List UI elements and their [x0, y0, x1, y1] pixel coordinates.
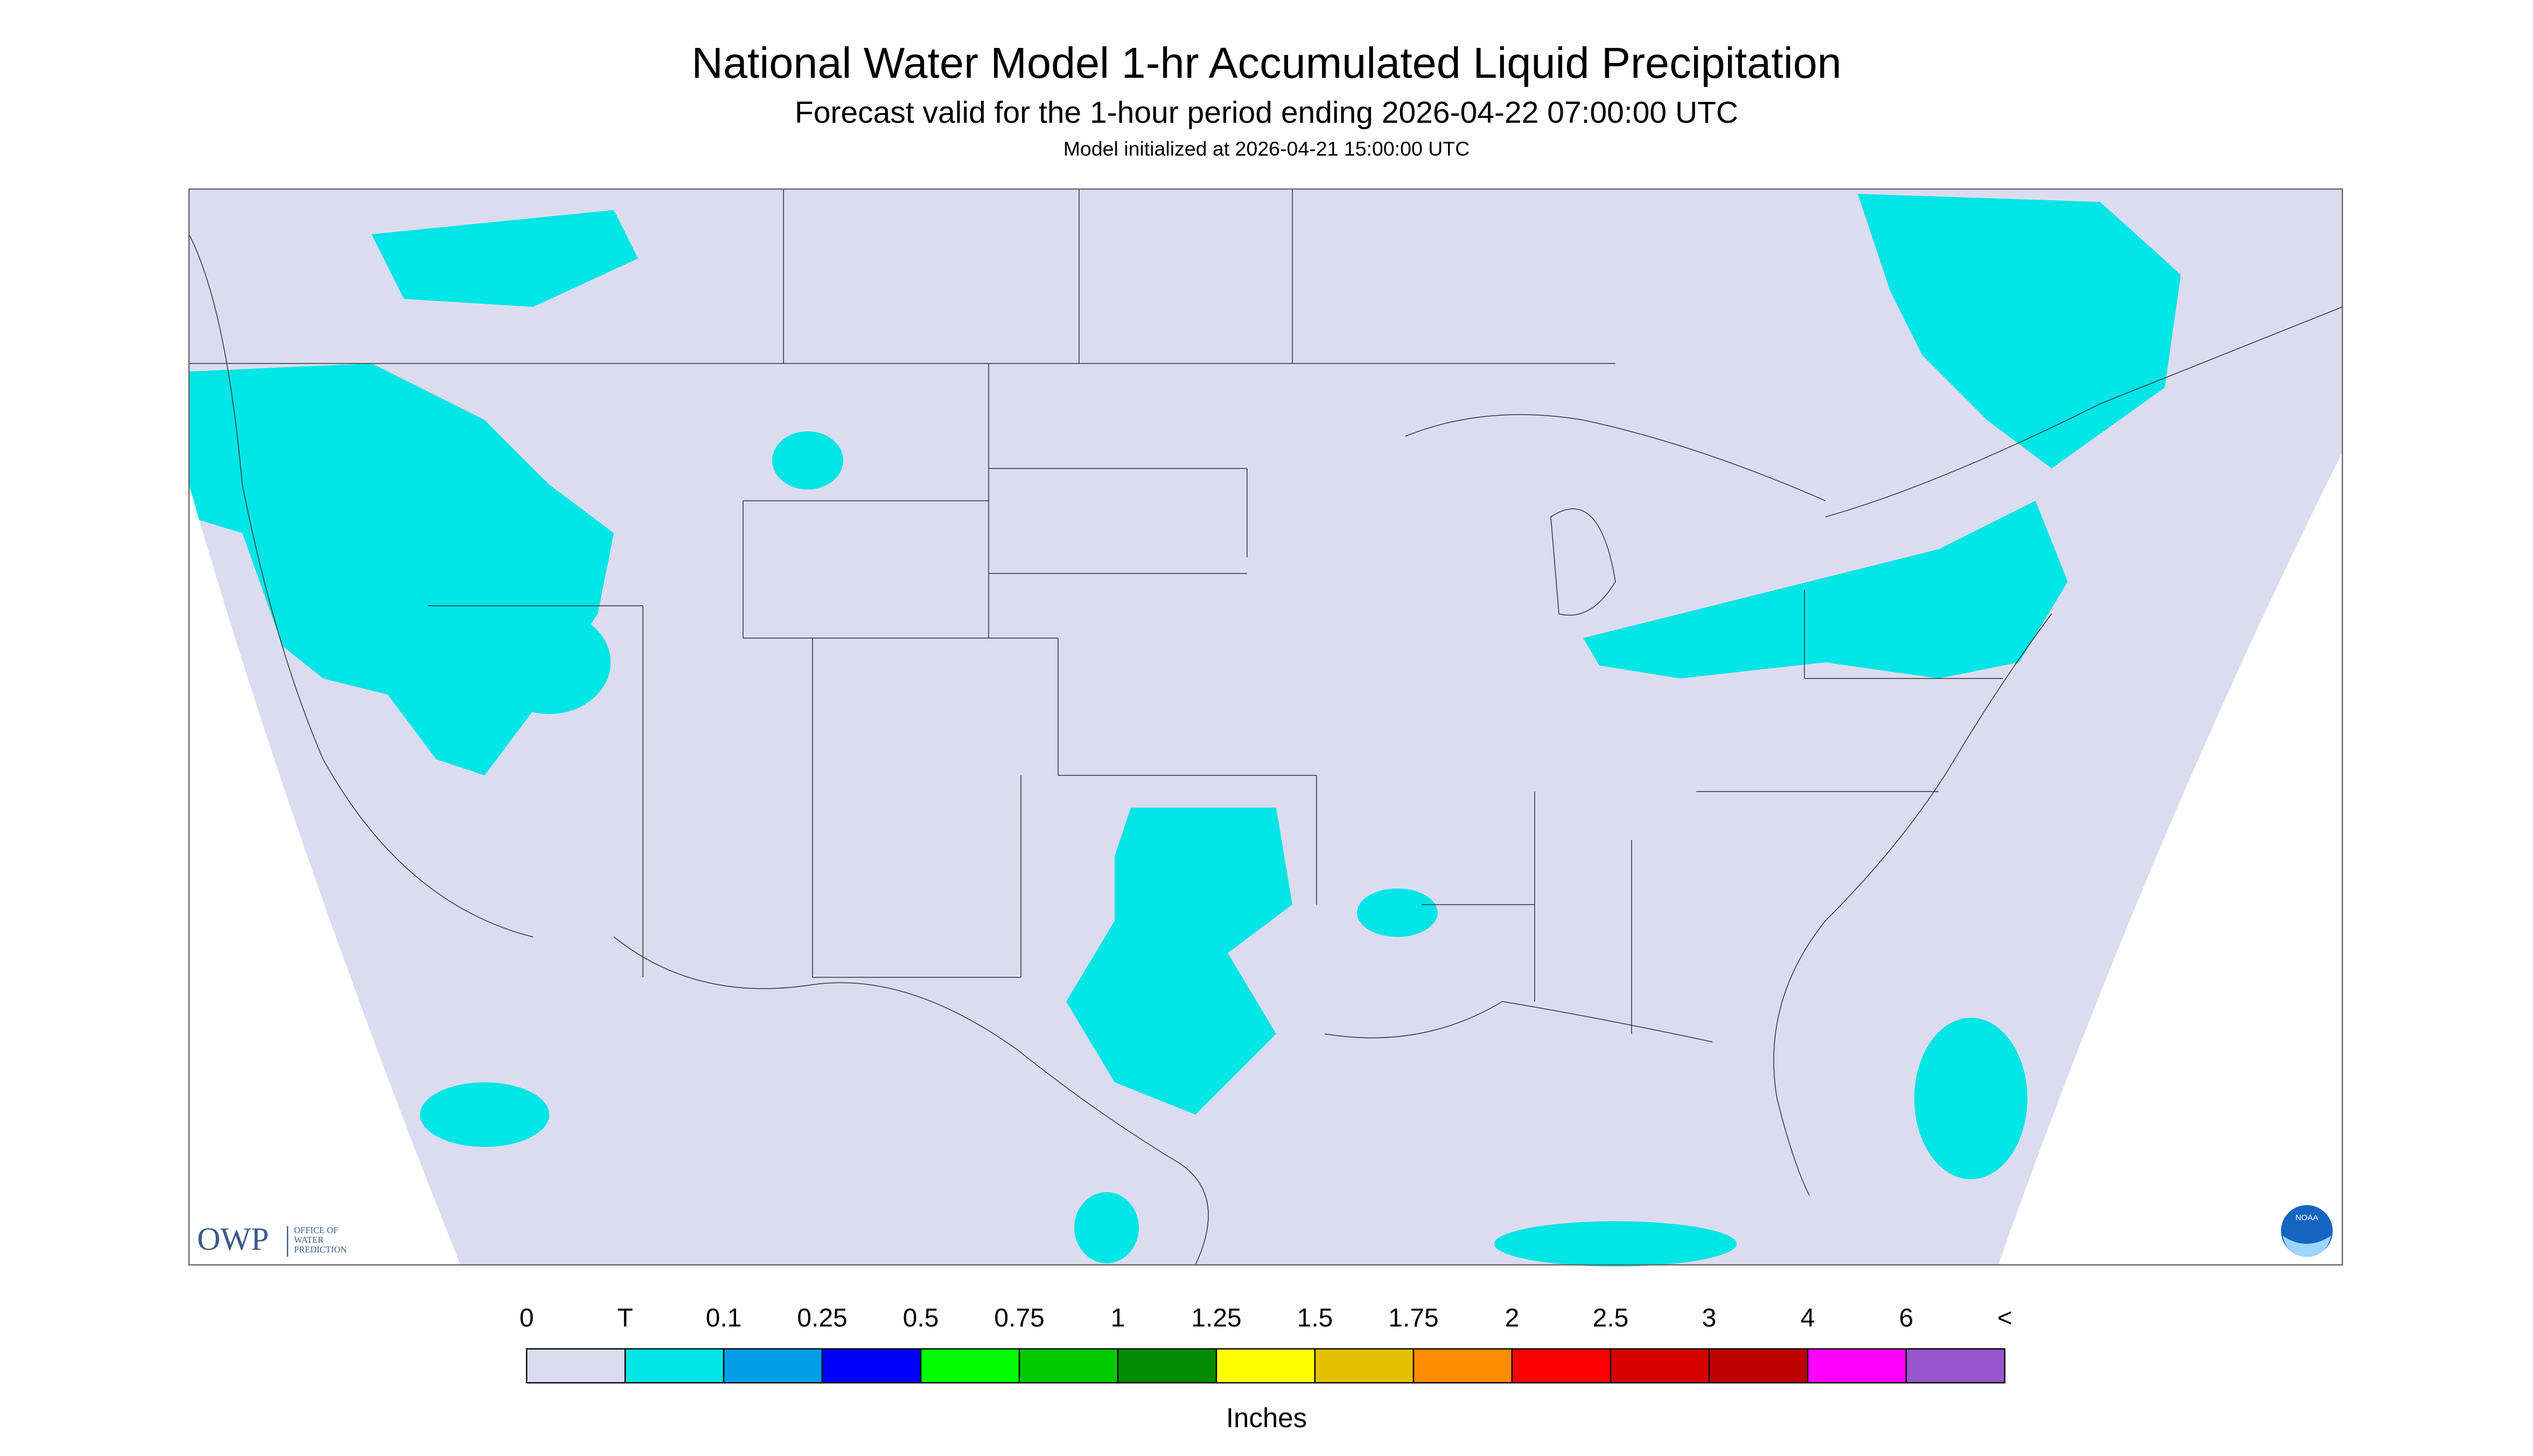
colorbar-swatch: [821, 1348, 922, 1384]
colorbar-label: 6: [1899, 1304, 1914, 1333]
colorbar-label: 1: [1111, 1304, 1125, 1333]
colorbar-label: 2.5: [1593, 1304, 1629, 1333]
colorbar-swatch: [526, 1348, 626, 1384]
precip-area: [1914, 1018, 2027, 1180]
colorbar-label: T: [617, 1304, 633, 1333]
owp-logo: OWP: [197, 1221, 269, 1257]
colorbar-label: 2: [1505, 1304, 1520, 1333]
colorbar-swatch: [920, 1348, 1020, 1384]
colorbar-label: 0: [520, 1304, 534, 1333]
colorbar-swatch: [1215, 1348, 1316, 1384]
owp-logo-line: PREDICTION: [294, 1244, 347, 1255]
precip-area: [1357, 888, 1438, 937]
colorbar-swatch: [1018, 1348, 1119, 1384]
subtitle: Forecast valid for the 1-hour period end…: [795, 95, 1738, 130]
init-note: Model initialized at 2026-04-21 15:00:00…: [1063, 137, 1470, 160]
colorbar-label: 3: [1702, 1304, 1717, 1333]
precip-area: [772, 431, 843, 490]
precip-area: [1066, 808, 1292, 1115]
colorbar: 0 T 0.1 0.25 0.5 0.75 1 1.25 1.5 1.75 2 2.5 3 4 6 <: [520, 1304, 2012, 1384]
outside-domain: [189, 485, 460, 1265]
colorbar-swatch: [1610, 1348, 1710, 1384]
colorbar-swatch: [723, 1348, 823, 1384]
colorbar-swatch: [1905, 1348, 2006, 1384]
precip-area: [372, 210, 638, 307]
precip-area: [1494, 1221, 1737, 1267]
colorbar-label: 1.75: [1388, 1304, 1438, 1333]
precip-area: [1074, 1192, 1139, 1264]
map-frame: [188, 188, 2343, 1266]
precip-area: [488, 611, 611, 715]
precip-area: [420, 1082, 549, 1147]
colorbar-label: <: [1997, 1304, 2012, 1333]
colorbar-swatch: [1117, 1348, 1217, 1384]
noaa-text: NOAA: [2296, 1213, 2319, 1222]
colorbar-swatch: [1708, 1348, 1809, 1384]
colorbar-label: 0.75: [994, 1304, 1044, 1333]
noaa-wave: [2283, 1236, 2331, 1257]
colorbar-swatch: [1412, 1348, 1513, 1384]
colorbar-swatch: [1511, 1348, 1612, 1384]
owp-logo-line: OFFICE OF: [294, 1225, 338, 1235]
colorbar-unit: Inches: [1226, 1402, 1307, 1433]
colorbar-swatch: [624, 1348, 725, 1384]
colorbar-label: 0.1: [706, 1304, 742, 1333]
colorbar-swatch: [1807, 1348, 1907, 1384]
precip-area: [1858, 194, 2181, 469]
colorbar-label: 0.25: [797, 1304, 847, 1333]
colorbar-label: 4: [1801, 1304, 1815, 1333]
colorbar-label: 0.5: [903, 1304, 939, 1333]
owp-logo-line: WATER: [294, 1235, 324, 1245]
map: OWP OFFICE OF WATER PREDICTION NOAA: [188, 188, 2343, 1267]
precipitation: [189, 194, 2181, 1267]
colorbar-label: 1.25: [1191, 1304, 1241, 1333]
title: National Water Model 1-hr Accumulated Li…: [691, 39, 1842, 87]
outside-domain: [1998, 452, 2342, 1265]
colorbar-swatch: [1314, 1348, 1415, 1384]
colorbar-label: 1.5: [1297, 1304, 1333, 1333]
precip-area: [1583, 501, 2068, 679]
state-borders: [188, 189, 2343, 1265]
